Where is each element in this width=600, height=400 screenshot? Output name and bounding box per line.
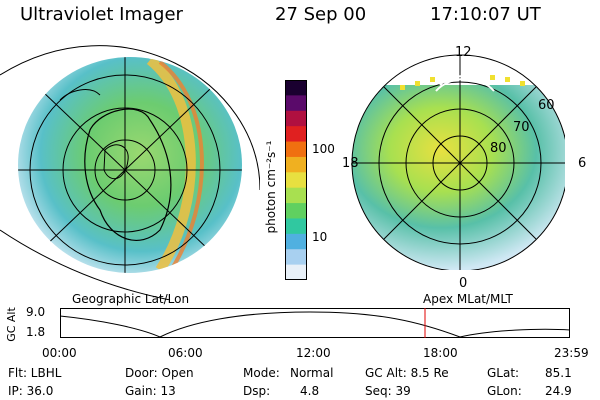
mode-label: Mode: [243,366,280,380]
left-panel-caption: Geographic Lat/Lon [72,292,190,306]
dsp-value: 4.8 [300,384,320,398]
gc-altitude: GC Alt: 8.5 Re [365,366,449,380]
mlt-label-6: 6 [578,156,587,171]
timeline-xtick-2359: 23:59 [554,346,589,360]
mlat-label-70: 70 [513,120,530,135]
colorbar-band [285,141,307,158]
colorbar-band [285,80,307,96]
colorbar-band [285,249,307,266]
colorbar-band [285,126,307,143]
timeline-ytick-9: 9.0 [26,305,46,319]
colorbar-band [285,110,307,127]
timeline-xtick-1800: 18:00 [423,346,458,360]
glon-label: GLon: [487,384,522,398]
door-status: Door: Open [125,366,194,380]
colorbar-band [285,264,307,281]
geographic-image-panel [0,40,261,301]
app-title: Ultraviolet Imager [20,4,183,25]
colorbar-band [285,233,307,250]
colorbar-scale [285,80,307,281]
colorbar-tick-100: 100 [312,142,335,156]
timeline-xtick-0600: 06:00 [168,346,203,360]
mlat-label-60: 60 [538,98,555,113]
mlt-label-0: 0 [459,276,468,291]
mlat-label-80: 80 [490,141,507,156]
ip-value: IP: 36.0 [8,384,54,398]
timeline-ylabel: GC Alt [4,307,18,342]
colorbar-band [285,218,307,235]
date-label: 27 Sep 00 [275,4,367,25]
glat-label: GLat: [487,366,520,380]
magnetic-polar-panel [340,45,569,272]
timeline-xtick-0000: 00:00 [42,346,77,360]
colorbar-band [285,187,307,204]
colorbar-band [285,172,307,189]
glat-value: 85.1 [545,366,572,380]
colorbar-tick-10: 10 [312,230,328,244]
colorbar-band [285,203,307,219]
orbit-altitude-timeline [59,308,571,338]
colorbar [285,80,307,281]
dsp-label: Dsp: [243,384,271,398]
colorbar-unit-label: photon cm⁻²s⁻¹ [264,140,278,234]
timeline-ytick-1-8: 1.8 [26,325,46,339]
glon-value: 24.9 [545,384,572,398]
mlt-label-18: 18 [342,156,359,171]
mode-value: Normal [290,366,334,380]
sequence-number: Seq: 39 [365,384,411,398]
gain-value: Gain: 13 [125,384,176,398]
flight-filter: Flt: LBHL [8,366,62,380]
right-panel-caption: Apex MLat/MLT [423,292,513,306]
timeline-plot [59,308,571,338]
mlat-mlt-polar-plot [351,54,569,272]
timeline-xtick-1200: 12:00 [296,346,331,360]
colorbar-band [285,156,307,173]
geographic-map [0,45,261,301]
colorbar-band [285,95,307,112]
mlt-label-12: 12 [455,45,472,60]
time-label: 17:10:07 UT [430,4,541,25]
colorbar-border [285,80,307,280]
